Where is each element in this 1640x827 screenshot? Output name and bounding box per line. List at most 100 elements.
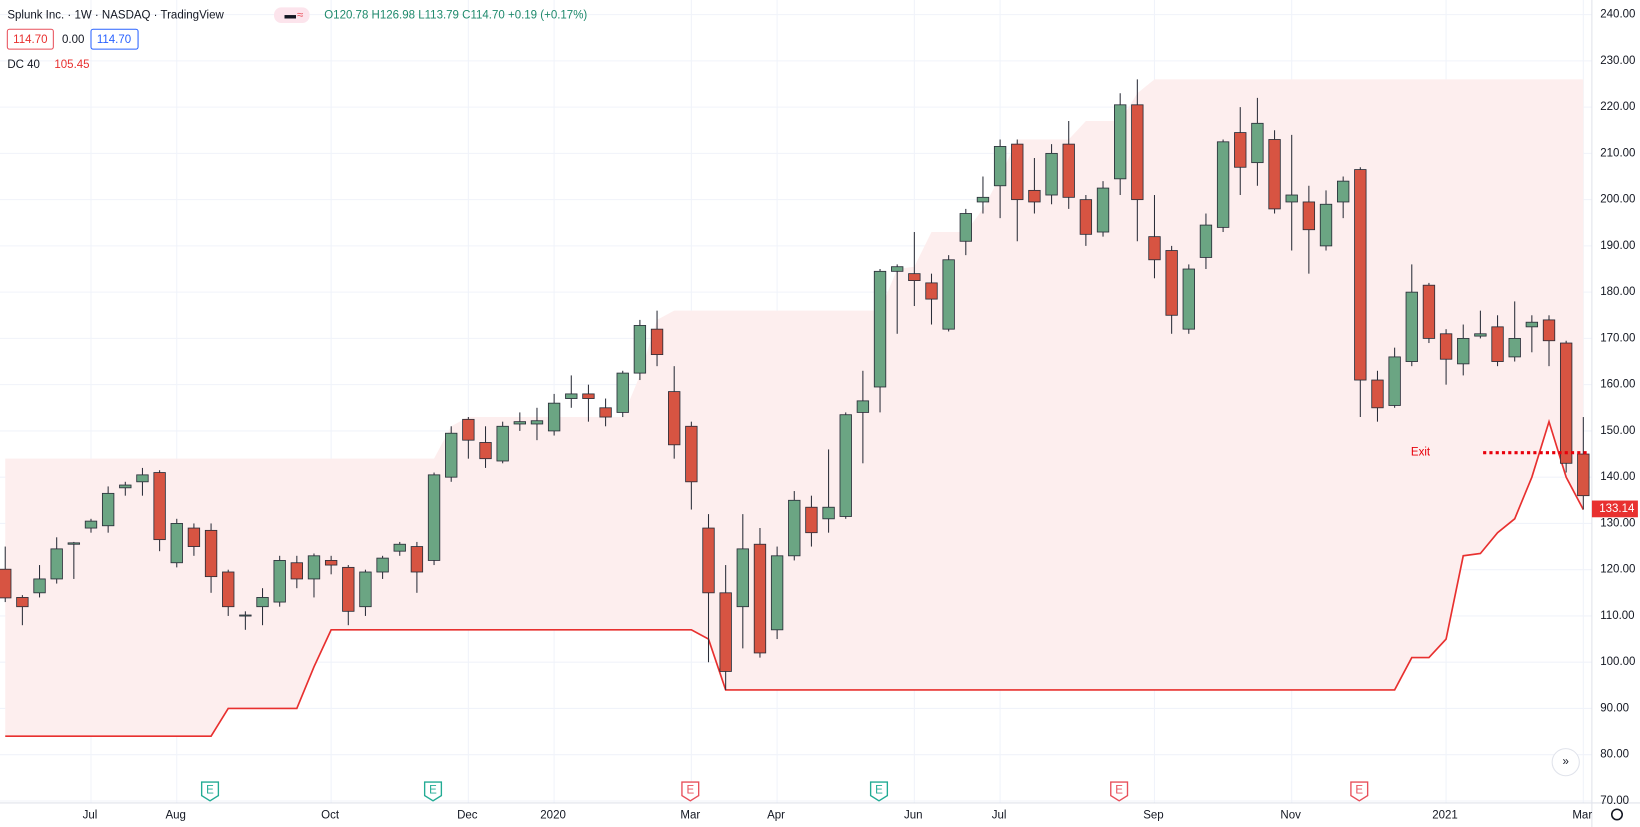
pill-icon: ▬	[284, 10, 296, 22]
candle-body	[84, 520, 98, 529]
candle-body	[668, 391, 681, 446]
earnings-badge	[423, 781, 443, 802]
y-tick-label: 140.00	[1600, 471, 1635, 483]
candle-body	[256, 597, 269, 608]
price-box-text: 114.70	[13, 34, 47, 46]
price-box	[6, 28, 54, 50]
candle-body	[359, 571, 372, 608]
candle-body	[427, 474, 441, 561]
candle-body	[633, 325, 647, 374]
y-tick-label: 90.00	[1600, 702, 1629, 714]
candle-body	[33, 578, 46, 594]
indicator-value: 105.45	[54, 59, 89, 71]
candle-body	[1508, 337, 1521, 358]
y-tick-label: 110.00	[1600, 610, 1634, 622]
x-tick-label: Apr	[767, 810, 785, 822]
candle-body	[222, 571, 235, 608]
candle-body	[513, 421, 526, 425]
candle-body	[1131, 104, 1144, 201]
candle-body	[170, 523, 183, 564]
candle-body	[1285, 194, 1298, 203]
candle-body	[770, 555, 784, 631]
y-tick-label: 230.00	[1600, 55, 1635, 67]
candle-body	[462, 418, 475, 441]
ohlc-text: O120.78 H126.98 L113.79 C114.70 +0.19 (+…	[324, 10, 587, 22]
candle-body	[1405, 291, 1418, 362]
y-tick-label: 190.00	[1600, 240, 1635, 252]
candle-body	[239, 614, 252, 617]
candle-body	[0, 568, 12, 599]
candle-body	[822, 506, 835, 520]
x-tick-label: Jul	[83, 810, 98, 822]
candle-body	[1388, 356, 1401, 406]
candle-body	[136, 474, 149, 483]
x-tick-label: Mar	[1572, 810, 1592, 822]
candle-body	[1525, 321, 1539, 328]
candles	[0, 79, 1590, 690]
candle-body	[993, 146, 1007, 187]
candle-body	[376, 557, 389, 573]
y-tick-label: 150.00	[1600, 425, 1635, 437]
x-tick-label: Dec	[457, 810, 478, 822]
scroll-icon[interactable]: »	[1563, 756, 1569, 768]
x-tick-label: Sep	[1143, 810, 1163, 822]
candle-body	[582, 393, 595, 399]
candle-body	[1491, 326, 1504, 362]
indicator-name: DC 40	[7, 59, 40, 71]
earnings-label: E	[686, 784, 694, 796]
candle-body	[788, 499, 801, 557]
x-tick-label: 2021	[1432, 810, 1458, 822]
y-tick-label: 100.00	[1600, 656, 1635, 668]
candle-body	[839, 414, 852, 517]
candle-body	[530, 420, 544, 425]
candle-body	[1096, 187, 1110, 233]
settings-button[interactable]	[1610, 808, 1624, 821]
x-tick-label: Oct	[321, 810, 340, 822]
earnings-badge	[1350, 781, 1369, 802]
axes: 240.00 230.00 220.00 210.00 200.00 190.00 180.…	[83, 9, 1638, 822]
price-box-text: 114.70	[97, 34, 131, 46]
y-tick-label: 120.00	[1600, 564, 1635, 576]
candle-body	[1114, 104, 1127, 180]
candle-body	[1439, 333, 1453, 360]
candle-body	[1028, 189, 1041, 203]
y-tick-label: 180.00	[1600, 286, 1635, 298]
x-tick-label: Jun	[904, 810, 923, 822]
earnings-badge	[1110, 781, 1129, 802]
candle-body	[1422, 284, 1436, 339]
y-tick-label: 70.00	[1600, 795, 1629, 807]
price-tag	[1591, 500, 1638, 518]
chart-title: Splunk Inc. · 1W · NASDAQ · TradingView	[7, 10, 224, 22]
candle-body	[908, 273, 921, 282]
candle-body	[1216, 141, 1230, 228]
candle-body	[925, 282, 938, 300]
candle-body	[1045, 152, 1058, 196]
candle-body	[393, 543, 406, 552]
candle-body	[1165, 250, 1178, 316]
pill-icon: ≈	[297, 10, 303, 22]
candle-body	[16, 597, 29, 608]
candle-body	[1457, 337, 1470, 365]
candle-body	[1577, 453, 1590, 497]
x-tick-label: Jul	[992, 810, 1007, 822]
candle-body	[1542, 319, 1556, 342]
scroll-button[interactable]	[1551, 748, 1580, 777]
candle-body	[565, 393, 578, 399]
y-tick-label: 80.00	[1600, 749, 1629, 761]
y-tick-label: 220.00	[1600, 101, 1635, 113]
candle-body	[324, 560, 338, 566]
candle-body	[1079, 199, 1093, 235]
candle-body	[479, 442, 492, 460]
y-tick-label: 210.00	[1600, 147, 1635, 159]
candle-body	[50, 548, 63, 580]
candle-body	[307, 555, 321, 580]
candle-body	[204, 529, 218, 578]
earnings-badge	[869, 781, 889, 802]
channel-lower-line	[5, 418, 1585, 738]
candle-body	[719, 592, 732, 672]
channel-fill	[5, 79, 1584, 737]
candle-body	[1148, 236, 1161, 261]
candle-body	[685, 425, 698, 483]
y-tick-label: 160.00	[1600, 379, 1635, 391]
